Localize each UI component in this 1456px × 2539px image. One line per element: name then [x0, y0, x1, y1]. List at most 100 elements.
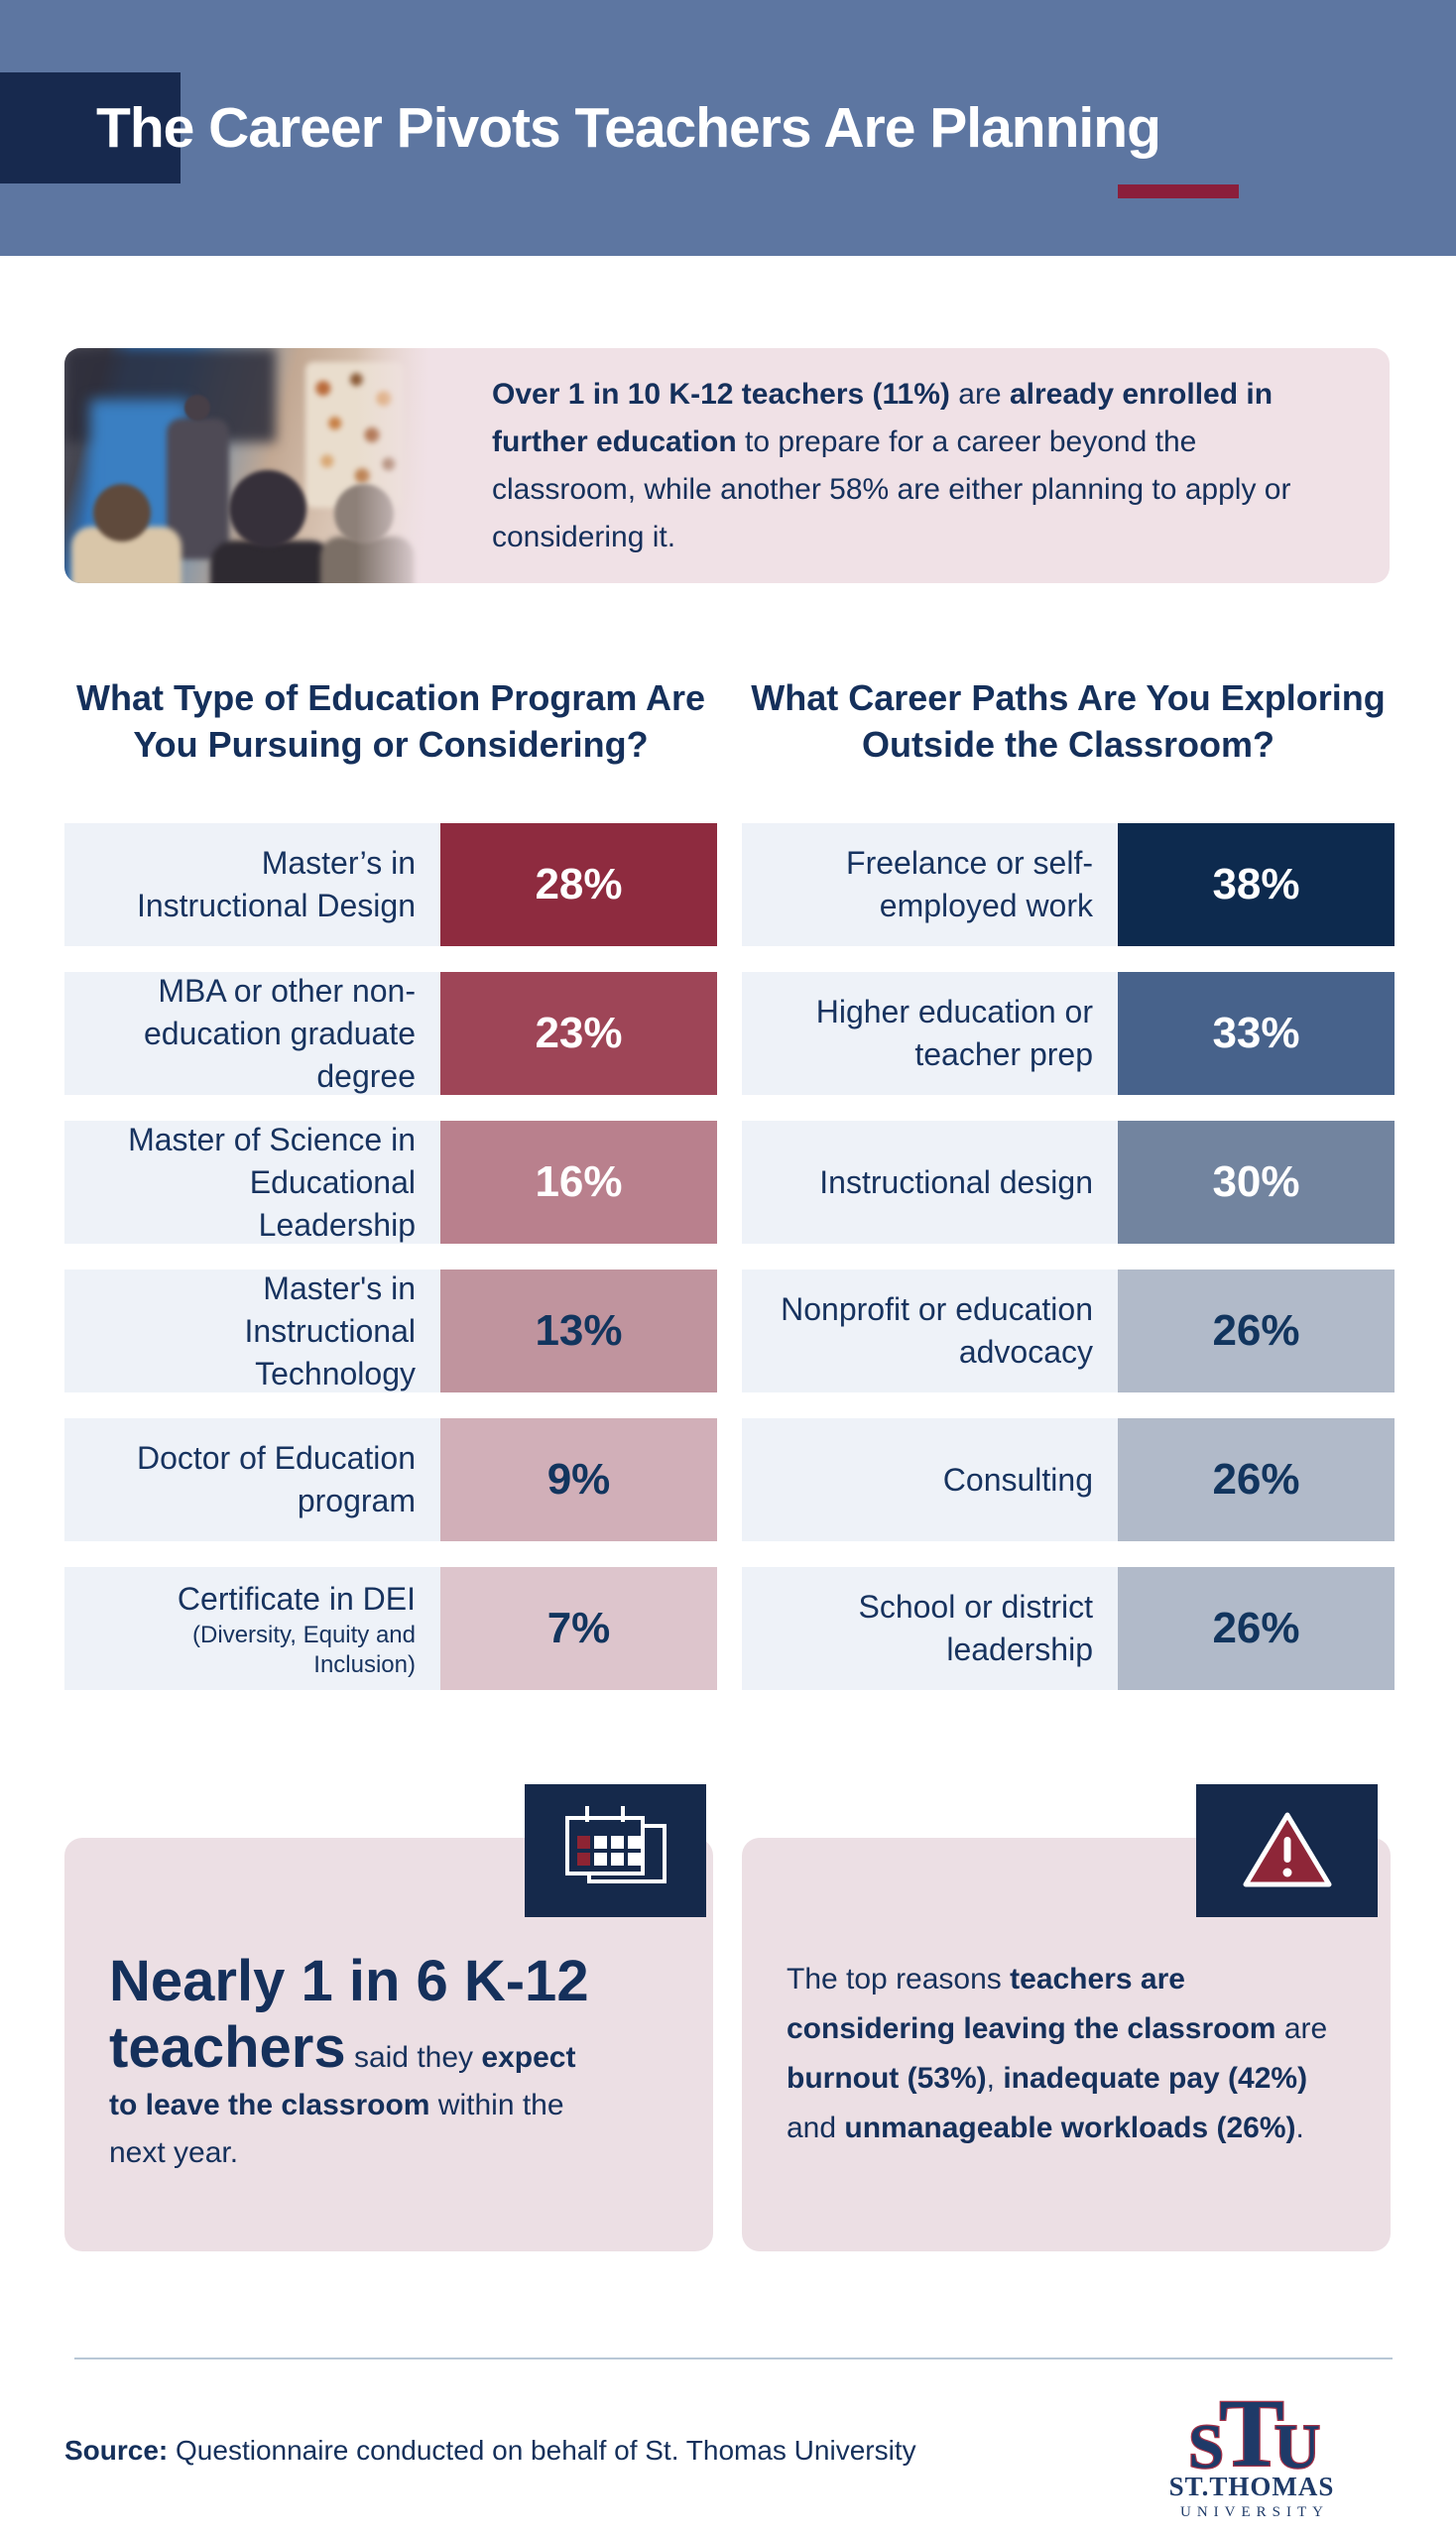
value-label: 26%	[1212, 1604, 1300, 1652]
callout-text-segment: .	[1295, 2112, 1304, 2144]
row-label: Freelance or self-employed work	[742, 823, 1118, 946]
intro-card: Over 1 in 10 K-12 teachers (11%) are alr…	[64, 348, 1390, 583]
table-row: School or district leadership 26%	[742, 1567, 1395, 1690]
row-label: Master’s in Instructional Design	[64, 823, 440, 946]
intro-text-segment: to prepare for a career beyond the class…	[492, 424, 1291, 553]
chart-education-programs: Master’s in Instructional Design 28% MBA…	[64, 823, 717, 1716]
callout-leave-classroom: Nearly 1 in 6 K-12 teachers said they ex…	[64, 1838, 713, 2251]
value-label: 23%	[535, 1009, 623, 1057]
value-bar: 30%	[1118, 1121, 1395, 1244]
callout-said-text: said	[345, 2041, 418, 2074]
chart-title-line: You Pursuing or Considering?	[133, 724, 649, 765]
callout-reason-bold: teachers are considering leaving the cla…	[787, 1963, 1276, 2045]
warning-icon-square	[1196, 1784, 1378, 1917]
value-bar: 26%	[1118, 1418, 1395, 1541]
row-label: Master's in Instructional Technology	[64, 1270, 440, 1392]
row-label: Certificate in DEI (Diversity, Equity and…	[64, 1567, 440, 1690]
chart-career-paths: Freelance or self-employed work 38% High…	[742, 823, 1395, 1716]
row-label-text: Doctor of Education program	[136, 1440, 416, 1518]
callout-leave-text: Nearly 1 in 6 K-12 teachers said they ex…	[109, 1949, 610, 2177]
stu-logo: S U T ST.THOMAS UNIVERSITY	[1166, 2376, 1337, 2521]
intro-enrolled-bold: already enrolled in further education	[492, 377, 1274, 458]
row-label-text: Instructional design	[819, 1163, 1093, 1200]
callout-text-segment: they	[417, 2041, 482, 2074]
photo-audience-2	[210, 541, 335, 583]
classroom-photo	[64, 348, 429, 583]
row-label-text: Master of Science in Educational Leaders…	[128, 1121, 416, 1243]
chart-title-career-paths: What Career Paths Are You Exploring Outs…	[742, 674, 1395, 768]
value-bar: 13%	[440, 1270, 717, 1392]
row-label: Instructional design	[742, 1121, 1118, 1244]
callout-reasons-text: The top reasons teachers are considering…	[787, 1955, 1342, 2153]
value-label: 7%	[546, 1604, 611, 1652]
source-label: Source:	[64, 2435, 169, 2466]
callout-text-segment: ,	[986, 2062, 1004, 2095]
value-label: 13%	[535, 1306, 623, 1355]
table-row: Consulting 26%	[742, 1418, 1395, 1541]
callout-pay-bold: inadequate pay (42%)	[1003, 2062, 1308, 2095]
row-label: MBA or other non-education graduate degr…	[64, 972, 440, 1095]
row-label: Higher education or teacher prep	[742, 972, 1118, 1095]
row-label-text: School or district leadership	[858, 1589, 1093, 1667]
table-row: Higher education or teacher prep 33%	[742, 972, 1395, 1095]
row-label: Nonprofit or education advocacy	[742, 1270, 1118, 1392]
chart-title-line: What Career Paths Are You Exploring	[751, 677, 1386, 718]
value-bar: 38%	[1118, 823, 1395, 946]
hero-underline-accent	[1118, 184, 1239, 198]
table-row: Master’s in Instructional Design 28%	[64, 823, 717, 946]
value-label: 16%	[535, 1157, 623, 1206]
row-label-text: Certificate in DEI	[177, 1580, 416, 1617]
table-row: Master of Science in Educational Leaders…	[64, 1121, 717, 1244]
value-bar: 28%	[440, 823, 717, 946]
callout-expect-bold: expect to leave the classroom	[109, 2041, 576, 2121]
source-line: Source: Questionnaire conducted on behal…	[64, 2435, 916, 2467]
warning-icon	[1243, 1812, 1331, 1887]
table-row: Freelance or self-employed work 38%	[742, 823, 1395, 946]
value-bar: 33%	[1118, 972, 1395, 1095]
value-label: 30%	[1212, 1157, 1300, 1206]
page-title: The Career Pivots Teachers Are Planning	[96, 96, 1161, 160]
row-label: Consulting	[742, 1418, 1118, 1541]
value-bar: 26%	[1118, 1567, 1395, 1690]
value-label: 38%	[1212, 860, 1300, 908]
calendar-icon-square	[525, 1784, 706, 1917]
chart-title-line: What Type of Education Program Are	[75, 677, 706, 718]
table-row: Instructional design 30%	[742, 1121, 1395, 1244]
value-label: 26%	[1212, 1455, 1300, 1504]
callout-text-segment: within the next year.	[109, 2089, 564, 2169]
photo-fade-edge	[356, 348, 429, 583]
table-row: MBA or other non-education graduate degr…	[64, 972, 717, 1095]
value-label: 9%	[546, 1455, 611, 1504]
intro-text-segment: are	[949, 377, 1010, 411]
chart-title-line: Outside the Classroom?	[861, 724, 1275, 765]
callout-big-stat: Nearly 1 in 6 K-12 teachers	[109, 1949, 589, 2080]
logo-letter-t: T	[1219, 2380, 1283, 2476]
source-text: Questionnaire conducted on behalf of St.…	[168, 2435, 916, 2466]
row-label-text: MBA or other non-education graduate degr…	[144, 972, 416, 1094]
callout-text-segment: and	[787, 2112, 845, 2144]
stu-monogram-icon: S U T	[1187, 2379, 1321, 2476]
logo-letter-u: U	[1274, 2411, 1320, 2476]
table-row: Master's in Instructional Technology 13%	[64, 1270, 717, 1392]
row-label-text: Nonprofit or education advocacy	[781, 1291, 1093, 1370]
photo-audience-2-head	[228, 470, 306, 548]
photo-presenter-head	[184, 395, 211, 422]
logo-wordmark: ST.THOMAS	[1168, 2472, 1335, 2501]
value-bar: 23%	[440, 972, 717, 1095]
calendar-icon	[564, 1806, 667, 1883]
footer-divider	[74, 2358, 1393, 2359]
callout-text-segment: The top reasons	[787, 1963, 1011, 1995]
logo-subtext: UNIVERSITY	[1180, 2504, 1329, 2520]
intro-paragraph: Over 1 in 10 K-12 teachers (11%) are alr…	[492, 371, 1334, 561]
table-row: Nonprofit or education advocacy 26%	[742, 1270, 1395, 1392]
callout-text-segment: are	[1275, 2012, 1328, 2045]
logo-letter-s: S	[1188, 2411, 1224, 2476]
hero-accent-square	[0, 72, 181, 183]
callout-workload-bold: unmanageable workloads (26%)	[844, 2112, 1296, 2144]
value-label: 26%	[1212, 1306, 1300, 1355]
row-label: Master of Science in Educational Leaders…	[64, 1121, 440, 1244]
photo-audience-1-head	[93, 484, 152, 543]
table-row: Certificate in DEI (Diversity, Equity and…	[64, 1567, 717, 1690]
row-sublabel-text: (Diversity, Equity and Inclusion)	[192, 1621, 416, 1678]
